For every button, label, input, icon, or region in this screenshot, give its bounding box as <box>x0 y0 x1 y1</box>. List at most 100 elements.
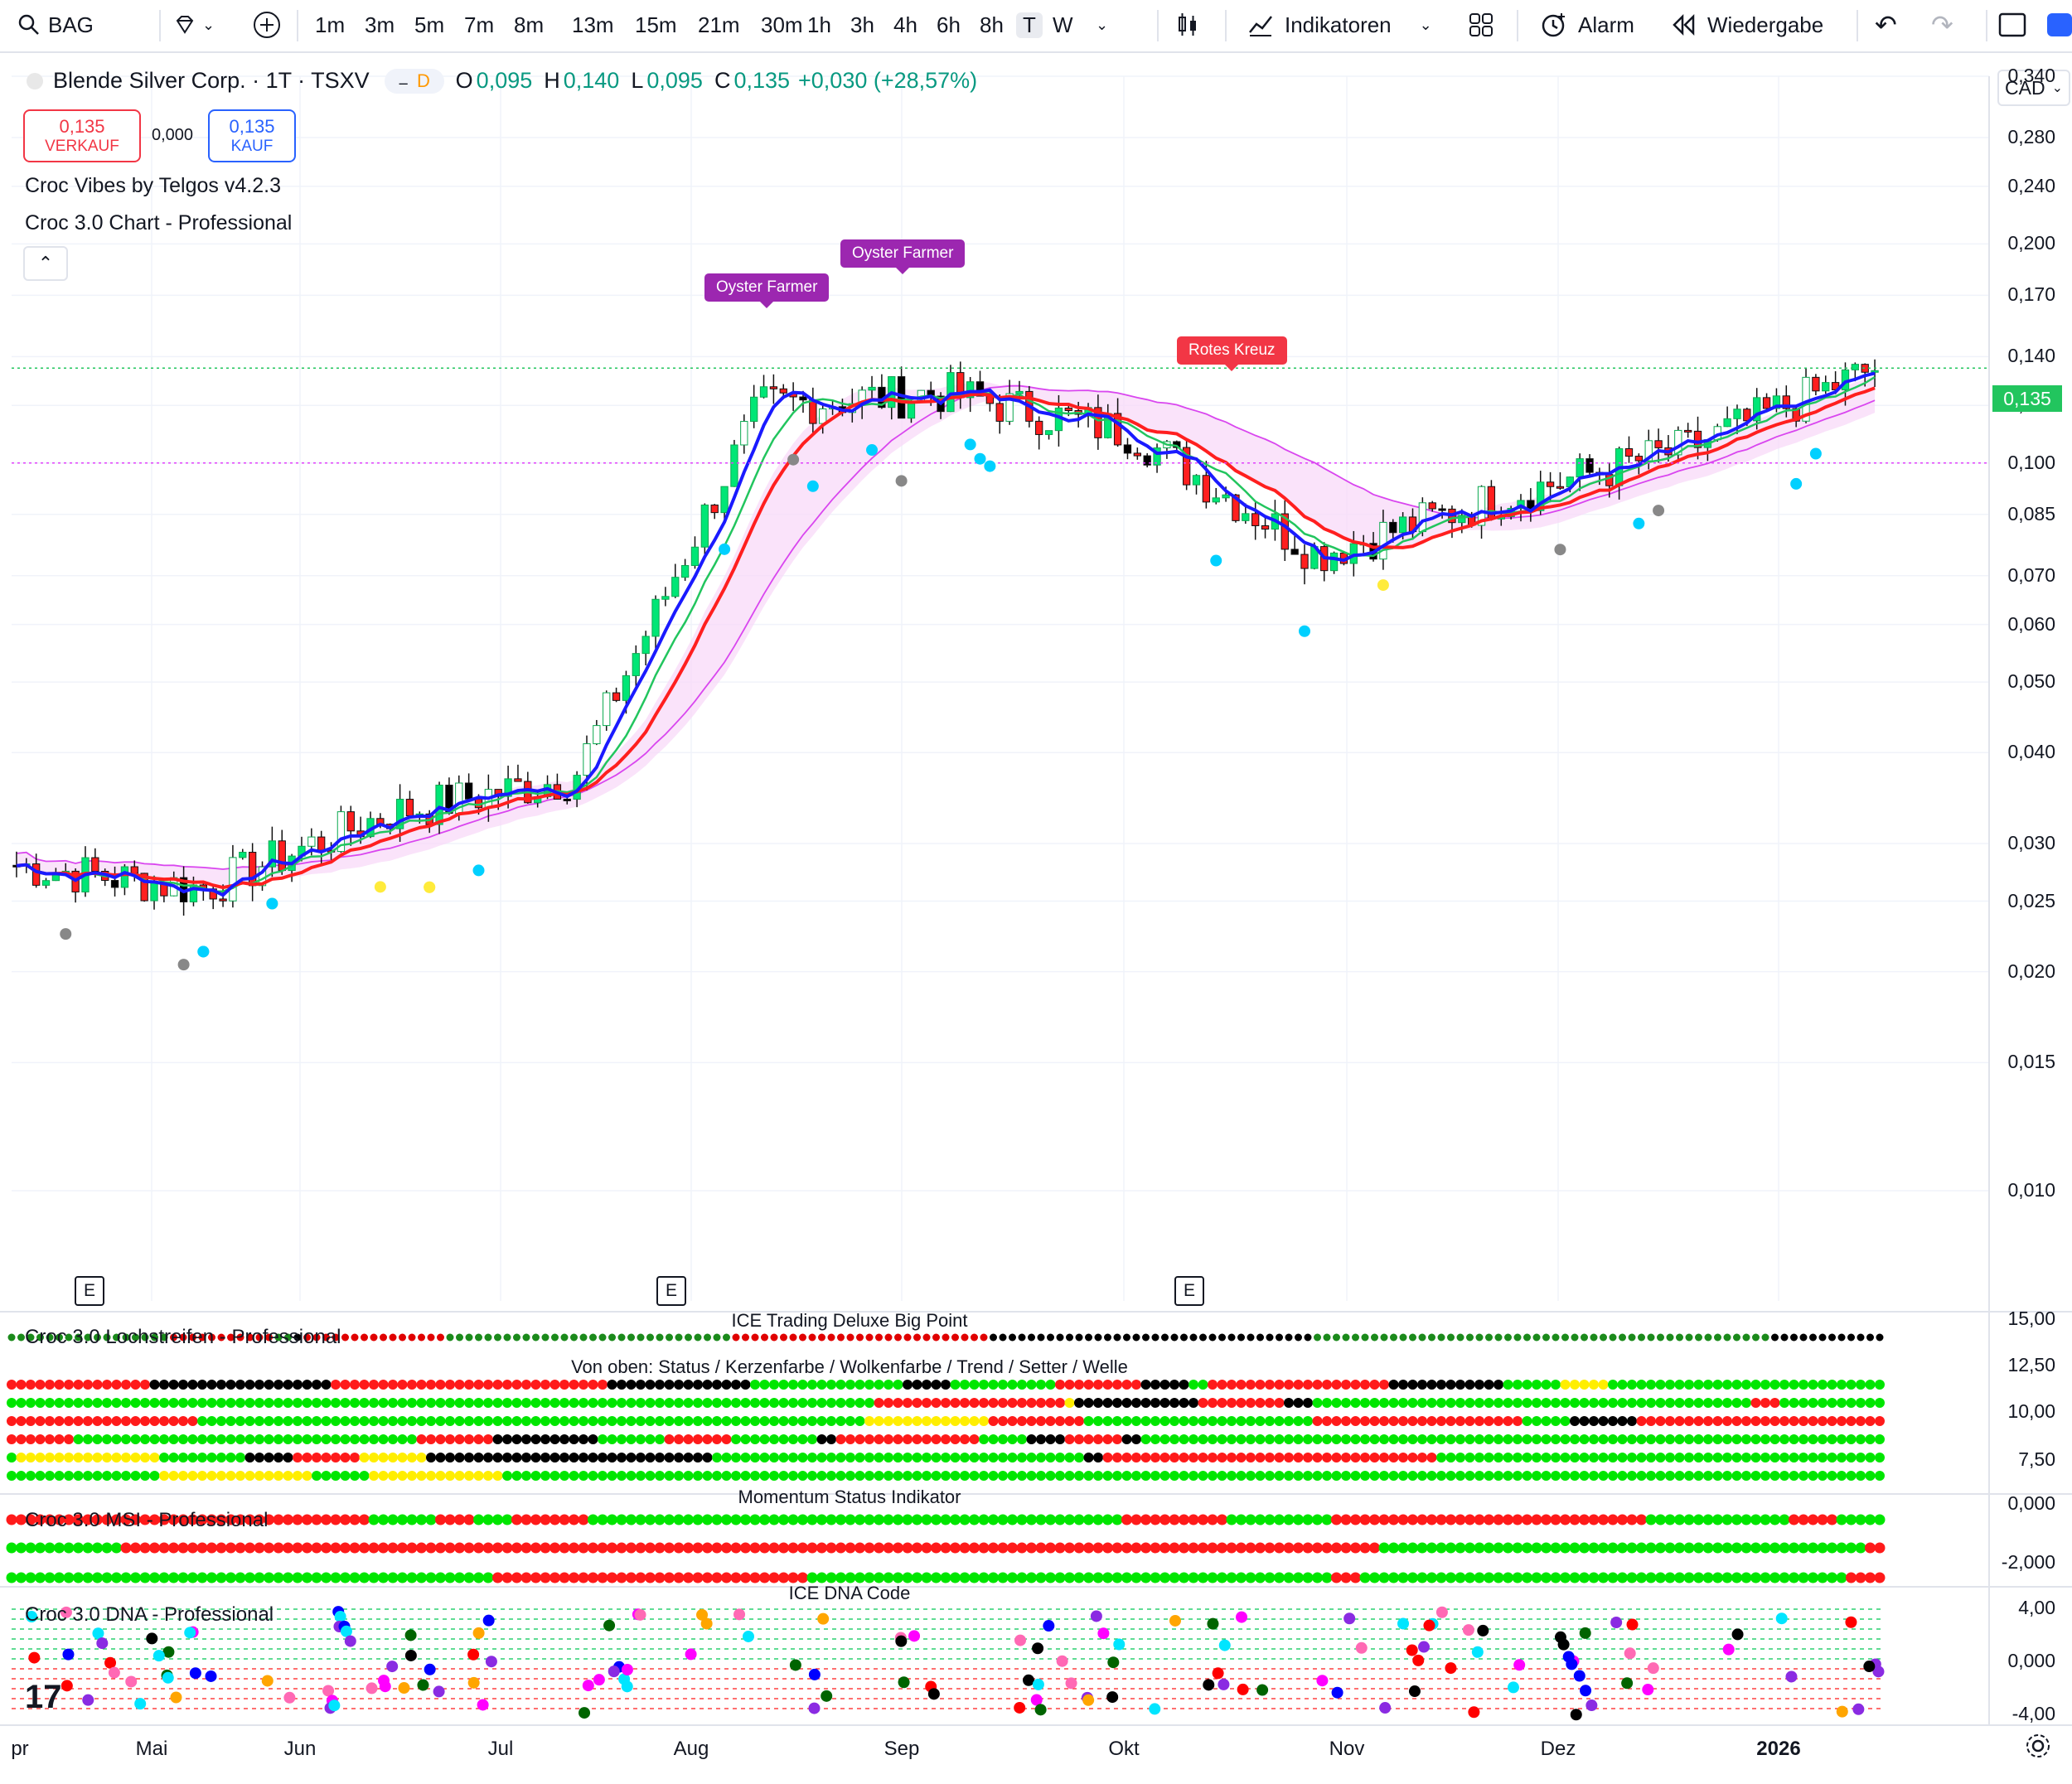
status-dot <box>416 1416 427 1426</box>
big-point-dot <box>1399 1333 1407 1342</box>
earnings-marker[interactable]: E <box>656 1276 686 1306</box>
status-dot <box>549 1471 560 1481</box>
timeframe-3m[interactable]: 3m <box>365 12 395 37</box>
earnings-marker[interactable]: E <box>1174 1276 1204 1306</box>
replay-button[interactable]: Wiedergabe <box>1671 7 1823 43</box>
dna-dot <box>92 1627 104 1640</box>
layouts-icon[interactable] <box>1467 7 1495 43</box>
big-point-dot <box>922 1333 931 1342</box>
candle-down <box>1202 475 1211 503</box>
status-dot <box>569 1471 579 1481</box>
msi-dot <box>1092 1572 1104 1583</box>
status-dot <box>731 1453 741 1462</box>
timeframe-1m[interactable]: 1m <box>315 12 346 37</box>
alert-button[interactable]: Alarm <box>1538 7 1634 43</box>
status-dot <box>1188 1471 1198 1481</box>
timeframe-30m[interactable]: 30m <box>761 12 803 37</box>
lochstreifen-title[interactable]: Croc 3.0 Lochstreifen - Professional <box>25 1326 341 1348</box>
data-status-badge[interactable]: ⚊ D <box>384 68 444 94</box>
dna-dot <box>1331 1686 1343 1699</box>
msi-dot <box>44 1542 56 1554</box>
status-dot <box>569 1398 579 1408</box>
big-point-dot <box>532 1333 540 1342</box>
timeframe-21m[interactable]: 21m <box>698 12 740 37</box>
indicator-title-croc-chart[interactable]: Croc 3.0 Chart - Professional <box>25 211 293 234</box>
sell-button[interactable]: 0,135 VERKAUF <box>23 109 141 162</box>
fullscreen-icon[interactable] <box>1997 7 2027 43</box>
chevron-down-icon[interactable]: ⌄ <box>1096 16 1109 33</box>
timeframe-1h[interactable]: 1h <box>807 12 831 37</box>
status-dot <box>1159 1416 1170 1426</box>
msi-dot <box>1407 1514 1418 1525</box>
msi-dot <box>73 1572 84 1583</box>
timeframe-6h[interactable]: 6h <box>937 12 961 37</box>
currency-selector[interactable]: CAD ⌄ <box>1997 70 2070 106</box>
candle-up <box>1576 458 1584 478</box>
msi-dot <box>1588 1542 1600 1554</box>
status-dot <box>1140 1416 1151 1426</box>
status-dot <box>1513 1453 1523 1462</box>
big-point-dot <box>522 1333 530 1342</box>
big-point-dot <box>694 1333 702 1342</box>
candle-type-icon[interactable] <box>1175 7 1200 43</box>
status-dot <box>1036 1416 1046 1426</box>
settings-gear-icon[interactable] <box>2024 1732 2052 1764</box>
big-point-dot <box>894 1333 902 1342</box>
indicator-title-croc-vibes[interactable]: Croc Vibes by Telgos v4.2.3 <box>25 174 281 197</box>
msi-dot <box>158 1572 170 1583</box>
status-dot <box>1865 1416 1876 1426</box>
dna-dot <box>485 1656 497 1668</box>
collapse-indicators-button[interactable]: ⌃ <box>23 246 68 281</box>
currency-label: CAD <box>2005 76 2045 99</box>
msi-title[interactable]: Croc 3.0 MSI - Professional <box>25 1509 269 1531</box>
status-dot <box>731 1471 741 1481</box>
timeframe-5m[interactable]: 5m <box>414 12 445 37</box>
status-dot <box>397 1471 408 1481</box>
status-dot <box>1560 1471 1571 1481</box>
status-dot <box>168 1453 179 1462</box>
status-dot <box>569 1380 579 1390</box>
dna-dot <box>162 1646 175 1658</box>
candle-down <box>1624 448 1634 457</box>
dna-dot <box>1471 1646 1484 1658</box>
timeframe-15m[interactable]: 15m <box>635 12 677 37</box>
big-point-dot <box>1600 1333 1607 1342</box>
timeframe-4h[interactable]: 4h <box>893 12 917 37</box>
status-dot <box>1036 1471 1046 1481</box>
status-dot <box>1217 1434 1227 1444</box>
diamond-icon[interactable]: ⌄ <box>172 7 215 43</box>
buy-button[interactable]: 0,135 KAUF <box>208 109 296 162</box>
status-dot <box>1560 1453 1571 1462</box>
timeframe-T[interactable]: T <box>1016 12 1043 38</box>
add-compare-icon[interactable] <box>252 7 282 43</box>
msi-dot <box>1274 1514 1285 1525</box>
msi-dot <box>1512 1542 1523 1554</box>
status-dot <box>740 1453 751 1462</box>
indicators-button[interactable]: Indikatoren ⌄ <box>1247 7 1432 43</box>
big-point-dot <box>646 1333 654 1342</box>
dna-dot <box>927 1688 940 1700</box>
symbol-search[interactable]: BAG <box>5 7 159 43</box>
big-point-dot <box>971 1333 978 1342</box>
redo-icon[interactable]: ↷ <box>1931 10 1953 40</box>
undo-icon[interactable]: ↶ <box>1875 10 1897 40</box>
status-dot <box>388 1398 398 1408</box>
timeframe-3h[interactable]: 3h <box>850 12 874 37</box>
cloud-icon[interactable] <box>2045 7 2072 43</box>
status-dot <box>331 1453 341 1462</box>
timeframe-7m[interactable]: 7m <box>464 12 495 37</box>
msi-dot <box>168 1542 179 1554</box>
timeframe-8h[interactable]: 8h <box>980 12 1004 37</box>
dna-title[interactable]: Croc 3.0 DNA - Professional <box>25 1603 274 1626</box>
signal-dot <box>787 453 800 466</box>
earnings-marker[interactable]: E <box>75 1276 104 1306</box>
timeframe-W[interactable]: W <box>1053 12 1073 37</box>
signal-dot <box>177 959 190 971</box>
dna-dot <box>1237 1683 1249 1695</box>
pane-tick: 0,000 <box>2007 1492 2055 1514</box>
dna-dot <box>1647 1662 1659 1675</box>
timeframe-8m[interactable]: 8m <box>514 12 545 37</box>
timeframe-13m[interactable]: 13m <box>572 12 614 37</box>
dna-dot <box>417 1679 429 1691</box>
